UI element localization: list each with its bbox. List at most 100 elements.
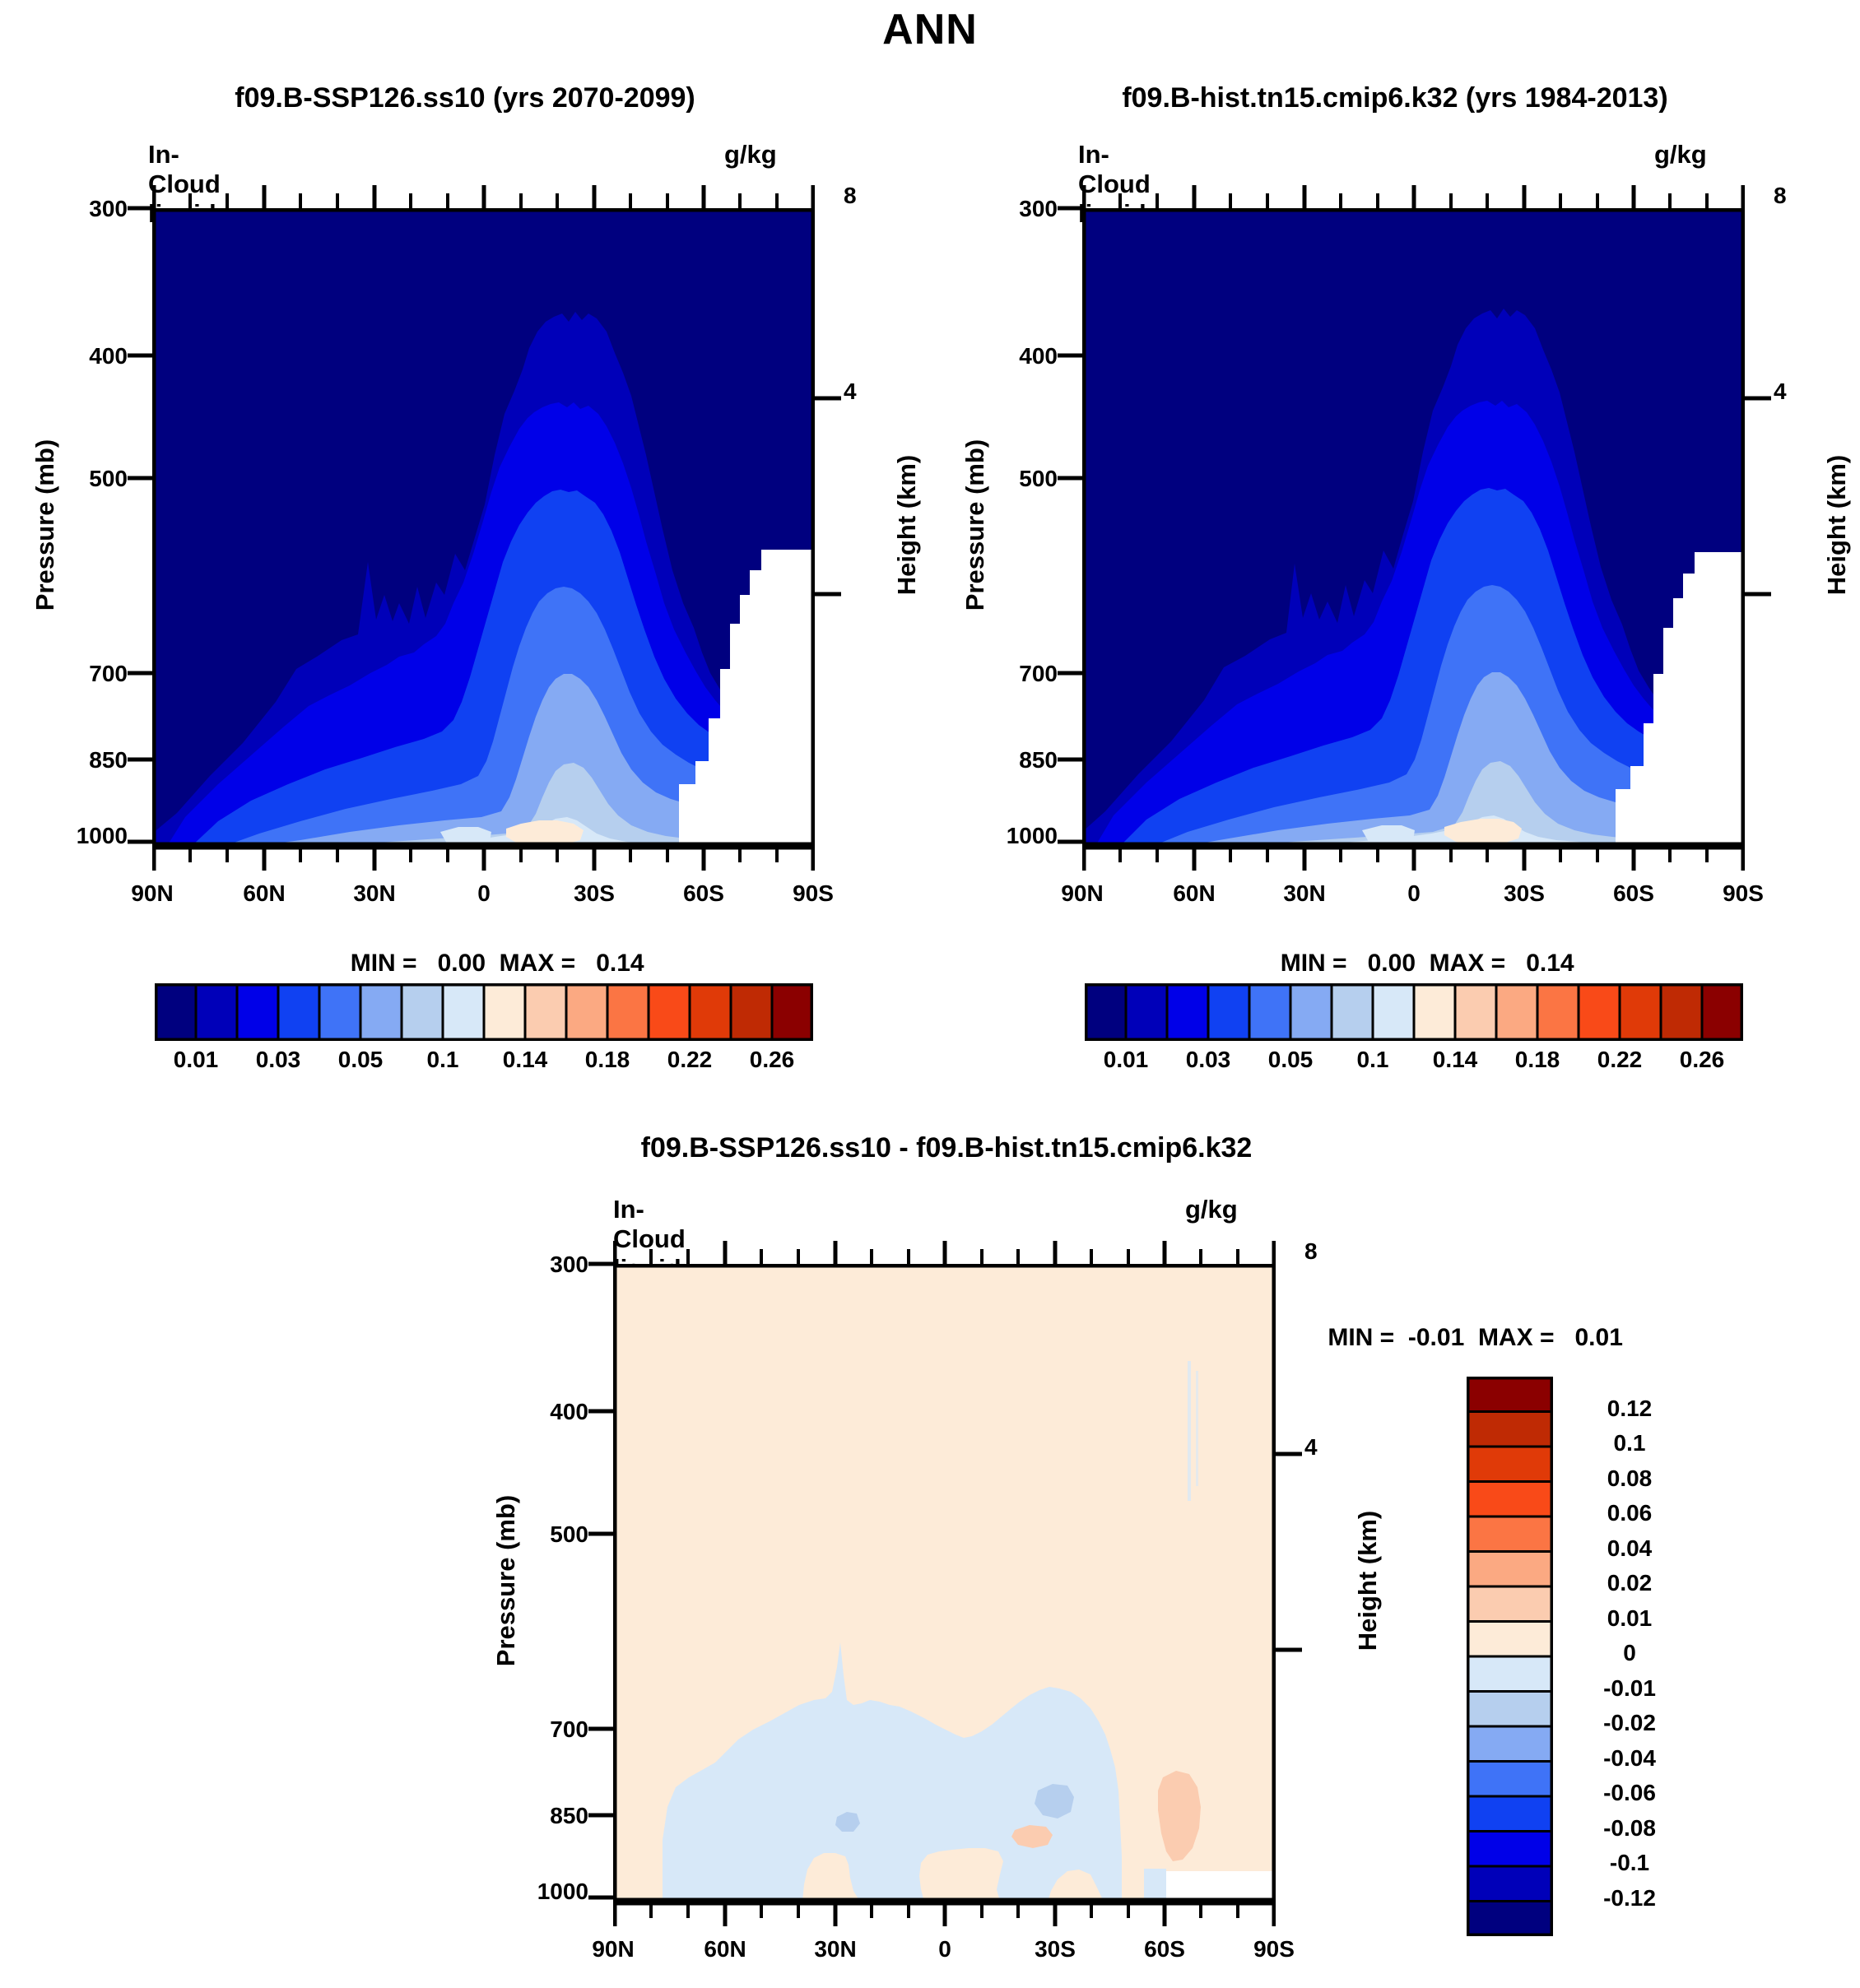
colorbar-tick-label: -0.01: [1603, 1674, 1656, 1701]
panel-top-right-xaxis: [1082, 846, 1745, 871]
colorbar-cell: [1467, 1377, 1553, 1413]
colorbar-cell: [1659, 983, 1704, 1041]
x-tick-30S-d: 30S: [1035, 1936, 1076, 1962]
colorbar-tick-label: -0.04: [1603, 1744, 1656, 1771]
colorbar-tick-label: -0.12: [1603, 1884, 1656, 1911]
x-tick-90N-r: 90N: [1061, 880, 1104, 906]
panel-bottom-diff-plot[interactable]: [613, 1264, 1276, 1902]
y-tick-850: 850: [89, 747, 128, 773]
colorbar-tick-label: 0.14: [1432, 1047, 1478, 1072]
colorbar-top-right[interactable]: [1085, 983, 1743, 1041]
min-label: MIN =: [350, 950, 417, 977]
panel-top-left-ylabel: Pressure (mb): [30, 439, 59, 611]
colorbar-cell: [155, 983, 198, 1041]
colorbar-tick-label: 0.05: [1267, 1047, 1314, 1072]
colorbar-difference-labels: 0.12 0.1 0.08 0.06 0.04 0.02 0.01 0 -0.01 -0.02 -0…: [1560, 1377, 1716, 1953]
colorbar-cell: [318, 983, 362, 1041]
colorbar-tick-label: 0.22: [1597, 1047, 1643, 1072]
min-value: 0.00: [1367, 950, 1416, 977]
colorbar-cell: [1467, 1550, 1553, 1588]
colorbar-cell: [1289, 983, 1333, 1041]
x-tick-60S-r: 60S: [1613, 880, 1654, 906]
panel-bottom-diff-title: f09.B-SSP126.ss10 - f09.B-hist.tn15.cmip…: [640, 1132, 1253, 1164]
colorbar-cell: [1207, 983, 1251, 1041]
panel-top-right-ylabel: Pressure (mb): [960, 439, 989, 611]
max-label: MAX =: [499, 950, 576, 977]
colorbar-tick-label: 0.12: [1607, 1395, 1653, 1421]
colorbar-cell: [1330, 983, 1374, 1041]
y-tick-700: 700: [89, 661, 128, 686]
colorbar-tick-label: 0.01: [173, 1047, 219, 1072]
colorbar-cell: [1618, 983, 1662, 1041]
panel-top-left-xaxis: [152, 846, 815, 871]
x-tick-60S-d: 60S: [1144, 1936, 1185, 1962]
x-tick-0: 0: [477, 880, 491, 906]
colorbar-cell: [1467, 1725, 1553, 1763]
colorbar-cell: [1453, 983, 1498, 1041]
colorbar-tick-label: -0.06: [1603, 1780, 1656, 1805]
colorbar-tick-label: 0.14: [502, 1047, 548, 1072]
y-tick-400: 400: [89, 343, 128, 369]
colorbar-tick-label: 0.22: [667, 1047, 713, 1072]
y-tick-850-r: 850: [1019, 747, 1058, 773]
colorbar-tick-label: 0.26: [1679, 1047, 1725, 1072]
panel-bottom-diff-minmax: MIN = -0.01 MAX = 0.01: [1300, 1296, 1623, 1380]
max-value: 0.14: [1526, 950, 1574, 977]
colorbar-tick-label: 0.26: [749, 1047, 795, 1072]
colorbar-cell: [688, 983, 732, 1041]
colorbar-tick-label: 0.04: [1607, 1535, 1653, 1561]
x-tick-90S-r: 90S: [1723, 880, 1764, 906]
x-tick-0-r: 0: [1407, 880, 1421, 906]
colorbar-top-left[interactable]: [155, 983, 813, 1041]
colorbar-tick-label: 0.1: [426, 1047, 459, 1072]
panel-top-left-y2label: Height (km): [892, 454, 921, 596]
panel-top-left-units: g/kg: [724, 140, 777, 169]
panel-bottom-diff-yaxis: [588, 1261, 616, 1900]
colorbar-tick-label: 0: [1623, 1640, 1636, 1665]
colorbar-cell: [729, 983, 774, 1041]
colorbar-cell: [1124, 983, 1169, 1041]
y-tick-1000: 1000: [76, 823, 128, 848]
y-tick-500-d: 500: [550, 1521, 588, 1547]
colorbar-cell: [482, 983, 527, 1041]
colorbar-cell: [194, 983, 239, 1041]
x-tick-60N-d: 60N: [704, 1936, 746, 1962]
y2-tick-8: 8: [844, 183, 857, 208]
colorbar-tick-label: -0.02: [1603, 1710, 1656, 1735]
colorbar-cell: [1495, 983, 1539, 1041]
colorbar-top-right-labels: 0.01 0.03 0.05 0.1 0.14 0.18 0.22 0.26: [1085, 1047, 1743, 1080]
y2-tick-4: 4: [844, 379, 857, 404]
x-tick-90S: 90S: [793, 880, 834, 906]
x-tick-60N-r: 60N: [1173, 880, 1216, 906]
panel-bottom-diff-y2label: Height (km): [1353, 1510, 1382, 1651]
panel-top-right-plot[interactable]: [1082, 208, 1745, 846]
panel-bottom-diff-ylabel: Pressure (mb): [491, 1494, 520, 1667]
y-tick-300: 300: [89, 196, 128, 221]
colorbar-difference[interactable]: [1467, 1377, 1553, 1936]
colorbar-cell: [1467, 1900, 1553, 1936]
colorbar-tick-label: 0.1: [1613, 1430, 1646, 1456]
x-tick-30S-r: 30S: [1504, 880, 1545, 906]
min-value: 0.00: [437, 950, 486, 977]
panel-top-left-yaxis: [128, 206, 156, 844]
colorbar-cell: [1165, 983, 1210, 1041]
colorbar-tick-label: -0.1: [1609, 1850, 1650, 1875]
colorbar-tick-label: 0.01: [1607, 1605, 1653, 1631]
y-tick-700-r: 700: [1019, 661, 1058, 686]
panel-top-left-plot[interactable]: [152, 208, 815, 846]
y2-tick-8-r: 8: [1774, 183, 1787, 208]
colorbar-cell: [1467, 1795, 1553, 1832]
min-label: MIN =: [1280, 950, 1347, 977]
colorbar-cell: [1467, 1865, 1553, 1902]
panel-top-left-title: f09.B-SSP126.ss10 (yrs 2070-2099): [235, 82, 695, 114]
y-tick-400-r: 400: [1019, 343, 1058, 369]
y-tick-300-r: 300: [1019, 196, 1058, 221]
colorbar-cell: [606, 983, 650, 1041]
colorbar-cell: [1467, 1410, 1553, 1448]
colorbar-cell: [1412, 983, 1457, 1041]
x-tick-60S: 60S: [683, 880, 724, 906]
colorbar-tick-label: 0.05: [337, 1047, 384, 1072]
colorbar-tick-label: 0.06: [1607, 1500, 1653, 1526]
colorbar-cell: [277, 983, 321, 1041]
colorbar-cell: [235, 983, 280, 1041]
